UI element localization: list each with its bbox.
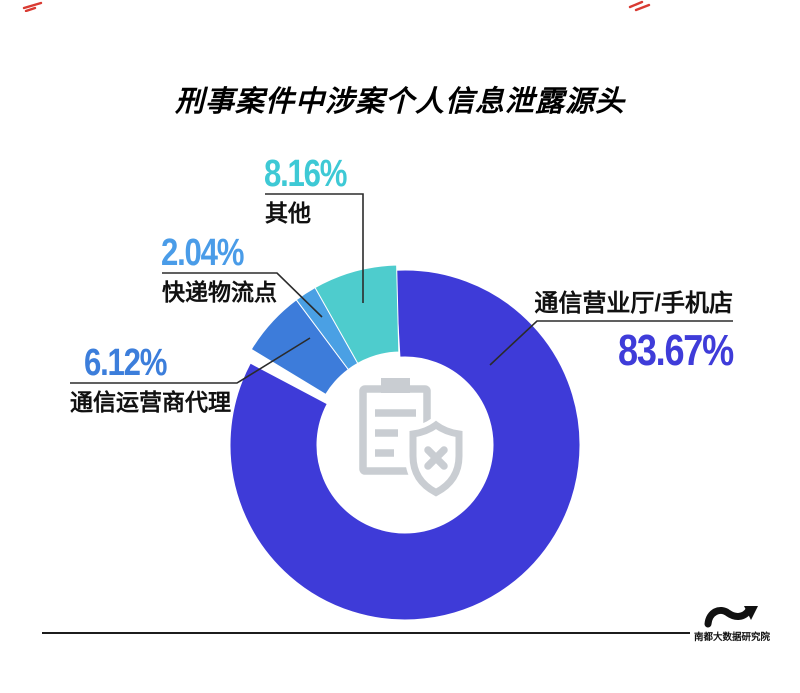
nandu-logo-icon xyxy=(704,606,758,628)
main-percent: 83.67% xyxy=(618,326,734,375)
leader-line xyxy=(162,272,323,318)
clipboard-shield-x-icon xyxy=(359,378,467,502)
footer-divider xyxy=(42,632,690,634)
leader-line xyxy=(489,320,733,366)
express-label: 快递物流点 xyxy=(162,279,277,305)
chart-title: 刑事案件中涉案个人信息泄露源头 xyxy=(174,86,625,118)
other-label: 其他 xyxy=(265,200,311,226)
donut-slice xyxy=(229,269,581,621)
express-percent: 2.04% xyxy=(161,232,244,274)
agent-percent: 6.12% xyxy=(84,342,167,384)
source-label: 南都大数据研究院 xyxy=(694,632,771,643)
other-percent: 8.16% xyxy=(264,153,347,195)
donut-slice xyxy=(314,264,400,365)
agent-label: 通信运营商代理 xyxy=(70,389,231,415)
main-label: 通信营业厅/手机店 xyxy=(534,290,733,317)
leader-line xyxy=(70,337,311,384)
red-mark-left-icon xyxy=(22,1,43,12)
red-mark-right-icon xyxy=(628,0,651,12)
leader-line xyxy=(265,193,364,303)
